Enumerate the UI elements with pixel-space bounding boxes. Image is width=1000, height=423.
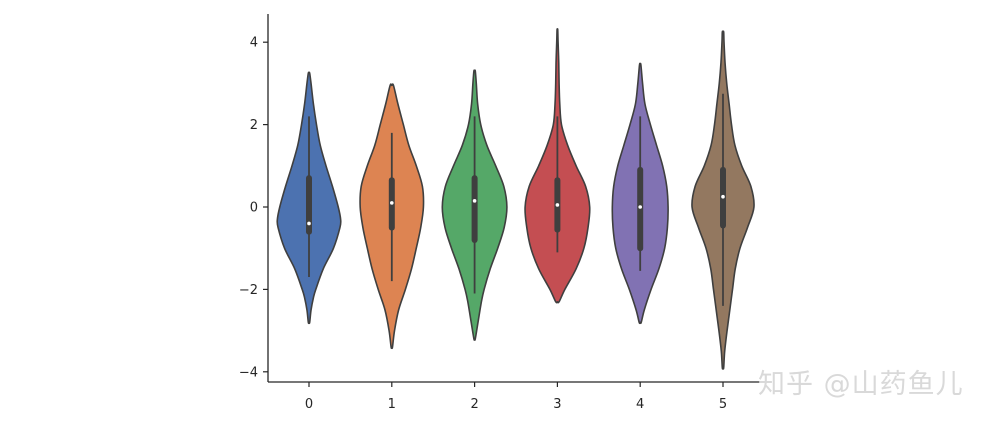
- y-tick-label: 2: [250, 118, 258, 133]
- y-tick-label: −2: [239, 283, 258, 298]
- violin-2: [441, 69, 508, 341]
- violin-median-5: [721, 194, 725, 199]
- violin-median-3: [555, 203, 560, 207]
- x-tick-label: 4: [636, 397, 644, 412]
- watermark-text: 知乎 @山药鱼儿: [758, 369, 964, 400]
- violin-0: [276, 71, 342, 325]
- violin-5: [691, 30, 755, 370]
- violin-median-1: [390, 201, 394, 205]
- violin-median-4: [638, 205, 642, 209]
- violin-median-2: [472, 199, 477, 203]
- x-tick-label: 0: [305, 397, 313, 412]
- x-tick-label: 2: [470, 397, 478, 412]
- violin-3: [524, 28, 591, 304]
- y-tick-label: 4: [250, 36, 258, 51]
- axes: −4 −2 0 2 4 0 1 2 3 4 5: [239, 14, 765, 412]
- y-tick-label: −4: [239, 365, 258, 380]
- violin-group: [276, 28, 755, 370]
- x-tick-label: 3: [553, 397, 561, 412]
- violin-1: [359, 83, 425, 350]
- x-tick-label: 5: [719, 397, 727, 412]
- y-tick-label: 0: [250, 201, 258, 216]
- x-tick-label: 1: [388, 397, 396, 412]
- violin-median-0: [307, 221, 311, 226]
- violin-4: [611, 62, 669, 325]
